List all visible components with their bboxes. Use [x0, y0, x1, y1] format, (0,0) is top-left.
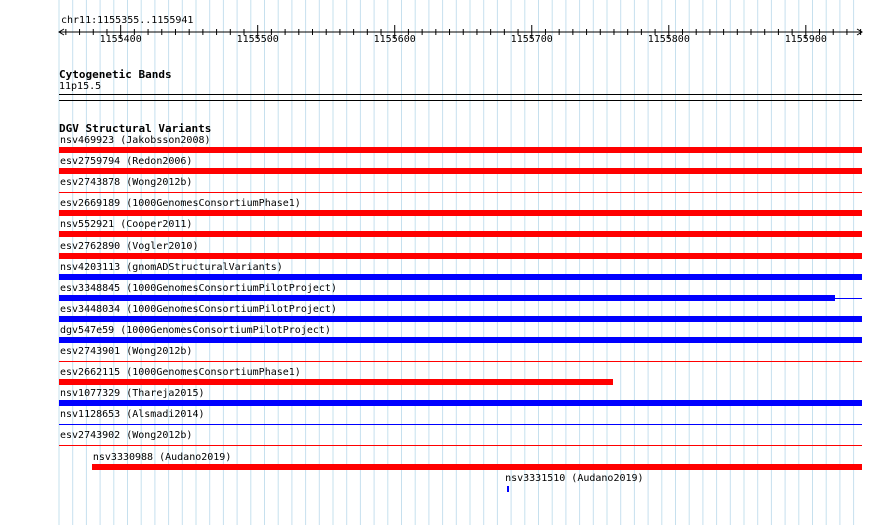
- feature-bar[interactable]: [59, 168, 862, 175]
- feature-bar[interactable]: [59, 273, 862, 280]
- feature-bar[interactable]: [59, 252, 862, 259]
- feature-label[interactable]: esv2743902 (Wong2012b): [60, 430, 193, 442]
- ruler-tick-label: 1155800: [647, 34, 690, 45]
- feature-bar[interactable]: [59, 379, 613, 386]
- feature-label[interactable]: esv2743878 (Wong2012b): [60, 177, 193, 189]
- feature-bar[interactable]: [59, 192, 862, 194]
- ruler-tick-label: 1155500: [236, 34, 279, 45]
- feature-label[interactable]: nsv1128653 (Alsmadi2014): [60, 409, 205, 421]
- ruler-tick-label: 1155700: [510, 34, 553, 45]
- feature-bar[interactable]: [59, 400, 862, 407]
- feature-label[interactable]: esv2762890 (Vogler2010): [60, 240, 199, 252]
- feature-label[interactable]: dgv547e59 (1000GenomesConsortiumPilotPro…: [60, 324, 331, 336]
- ruler-right-arrow: [856, 28, 863, 36]
- feature-label[interactable]: esv3448034 (1000GenomesConsortiumPilotPr…: [60, 303, 337, 315]
- feature-label[interactable]: nsv1077329 (Thareja2015): [60, 388, 205, 400]
- feature-label[interactable]: nsv3330988 (Audano2019): [92, 451, 232, 463]
- feature-bar[interactable]: [507, 485, 510, 492]
- feature-bar[interactable]: [59, 315, 862, 322]
- ruler-tick-label: 1155900: [784, 34, 827, 45]
- feature-bar[interactable]: [91, 463, 862, 470]
- feature-label[interactable]: nsv3331510 (Audano2019): [505, 472, 644, 484]
- feature-label[interactable]: nsv469923 (Jakobsson2008): [60, 135, 211, 146]
- ruler-tick-label: 1155400: [99, 34, 142, 45]
- feature-bar[interactable]: [59, 424, 862, 426]
- feature-bar[interactable]: [59, 445, 862, 447]
- feature-bar[interactable]: [59, 231, 862, 238]
- feature-label[interactable]: nsv552921 (Cooper2011): [60, 219, 193, 231]
- feature-label[interactable]: nsv4203113 (gnomADStructuralVariants): [60, 261, 283, 273]
- ruler-tick-label: 1155600: [373, 34, 416, 45]
- dgv-track-title: DGV Structural Variants: [59, 122, 212, 135]
- feature-bar[interactable]: [59, 294, 835, 301]
- cytoband-label: 11p15.5: [59, 81, 102, 92]
- feature-label[interactable]: esv2743901 (Wong2012b): [60, 346, 193, 357]
- feature-bar[interactable]: [59, 147, 862, 153]
- feature-label[interactable]: esv2662115 (1000GenomesConsortiumPhase1): [60, 367, 301, 379]
- feature-label[interactable]: esv2669189 (1000GenomesConsortiumPhase1): [60, 198, 301, 210]
- feature-bar[interactable]: [59, 361, 862, 362]
- cytoband-track-title: Cytogenetic Bands: [59, 68, 172, 81]
- ruler[interactable]: [0, 0, 890, 60]
- feature-tail-line: [834, 297, 862, 299]
- cytoband-bar-bottom: [59, 100, 862, 101]
- feature-bar[interactable]: [59, 210, 862, 217]
- feature-label[interactable]: esv3348845 (1000GenomesConsortiumPilotPr…: [60, 282, 337, 294]
- feature-bar[interactable]: [59, 336, 862, 343]
- ruler-left-arrow: [58, 28, 65, 36]
- position-label: chr11:1155355..1155941: [61, 15, 194, 26]
- feature-label[interactable]: esv2759794 (Redon2006): [60, 156, 193, 168]
- cytoband-bar-top[interactable]: [59, 94, 862, 95]
